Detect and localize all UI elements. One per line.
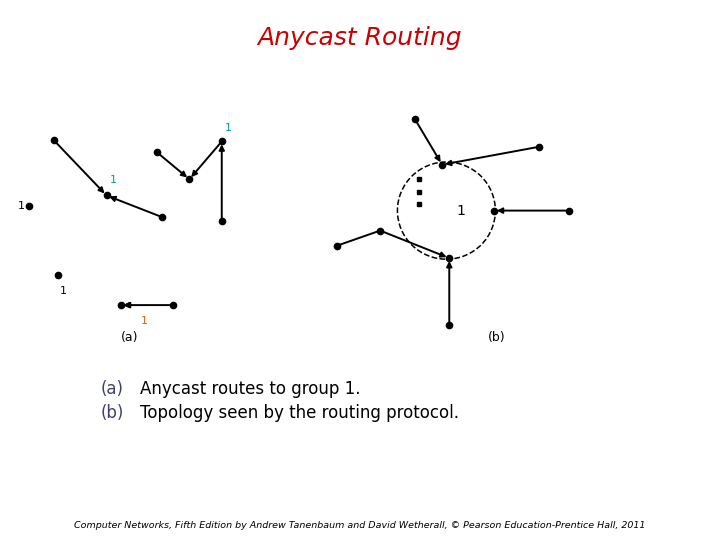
Text: Anycast Routing: Anycast Routing: [258, 26, 462, 50]
Text: Computer Networks, Fifth Edition by Andrew Tanenbaum and David Wetherall, © Pear: Computer Networks, Fifth Edition by Andr…: [74, 521, 646, 530]
Text: 1: 1: [140, 316, 148, 326]
Text: 1: 1: [60, 286, 67, 296]
Text: (b): (b): [488, 331, 505, 345]
Text: (a): (a): [121, 331, 138, 345]
Text: 1: 1: [109, 174, 117, 185]
Text: 1: 1: [456, 204, 465, 218]
Text: (b): (b): [101, 404, 124, 422]
Text: Topology seen by the routing protocol.: Topology seen by the routing protocol.: [140, 404, 459, 422]
Text: (a): (a): [101, 380, 124, 398]
Text: 1: 1: [225, 123, 232, 133]
Text: 1: 1: [18, 201, 25, 211]
Text: Anycast routes to group 1.: Anycast routes to group 1.: [140, 380, 361, 398]
